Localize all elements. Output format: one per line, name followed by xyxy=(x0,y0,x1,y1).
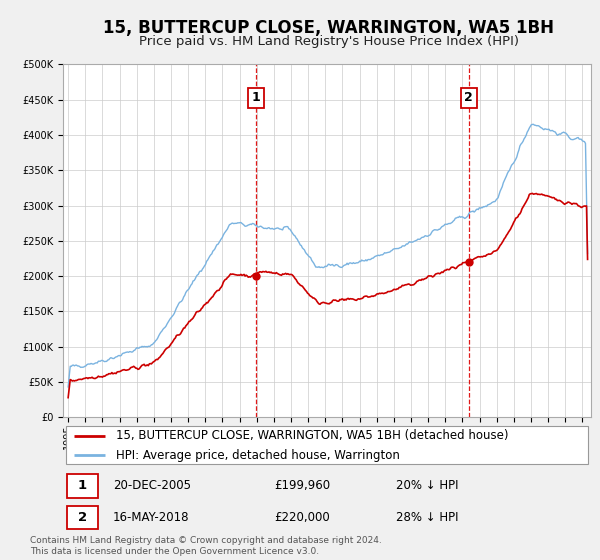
Text: Price paid vs. HM Land Registry's House Price Index (HPI): Price paid vs. HM Land Registry's House … xyxy=(139,35,519,48)
Text: 16-MAY-2018: 16-MAY-2018 xyxy=(113,511,190,524)
Text: 1: 1 xyxy=(78,479,87,492)
Text: 2: 2 xyxy=(464,91,473,104)
Text: Contains HM Land Registry data © Crown copyright and database right 2024.
This d: Contains HM Land Registry data © Crown c… xyxy=(29,536,382,556)
Text: 15, BUTTERCUP CLOSE, WARRINGTON, WA5 1BH: 15, BUTTERCUP CLOSE, WARRINGTON, WA5 1BH xyxy=(103,19,554,37)
Text: 2: 2 xyxy=(78,511,87,524)
FancyBboxPatch shape xyxy=(67,506,98,529)
FancyBboxPatch shape xyxy=(67,474,98,497)
Text: 15, BUTTERCUP CLOSE, WARRINGTON, WA5 1BH (detached house): 15, BUTTERCUP CLOSE, WARRINGTON, WA5 1BH… xyxy=(116,429,508,442)
Text: 20-DEC-2005: 20-DEC-2005 xyxy=(113,479,191,492)
Text: HPI: Average price, detached house, Warrington: HPI: Average price, detached house, Warr… xyxy=(116,449,400,461)
Text: £199,960: £199,960 xyxy=(274,479,331,492)
Text: £220,000: £220,000 xyxy=(274,511,330,524)
Text: 20% ↓ HPI: 20% ↓ HPI xyxy=(395,479,458,492)
Text: 1: 1 xyxy=(252,91,260,104)
Text: 28% ↓ HPI: 28% ↓ HPI xyxy=(395,511,458,524)
FancyBboxPatch shape xyxy=(65,426,589,464)
